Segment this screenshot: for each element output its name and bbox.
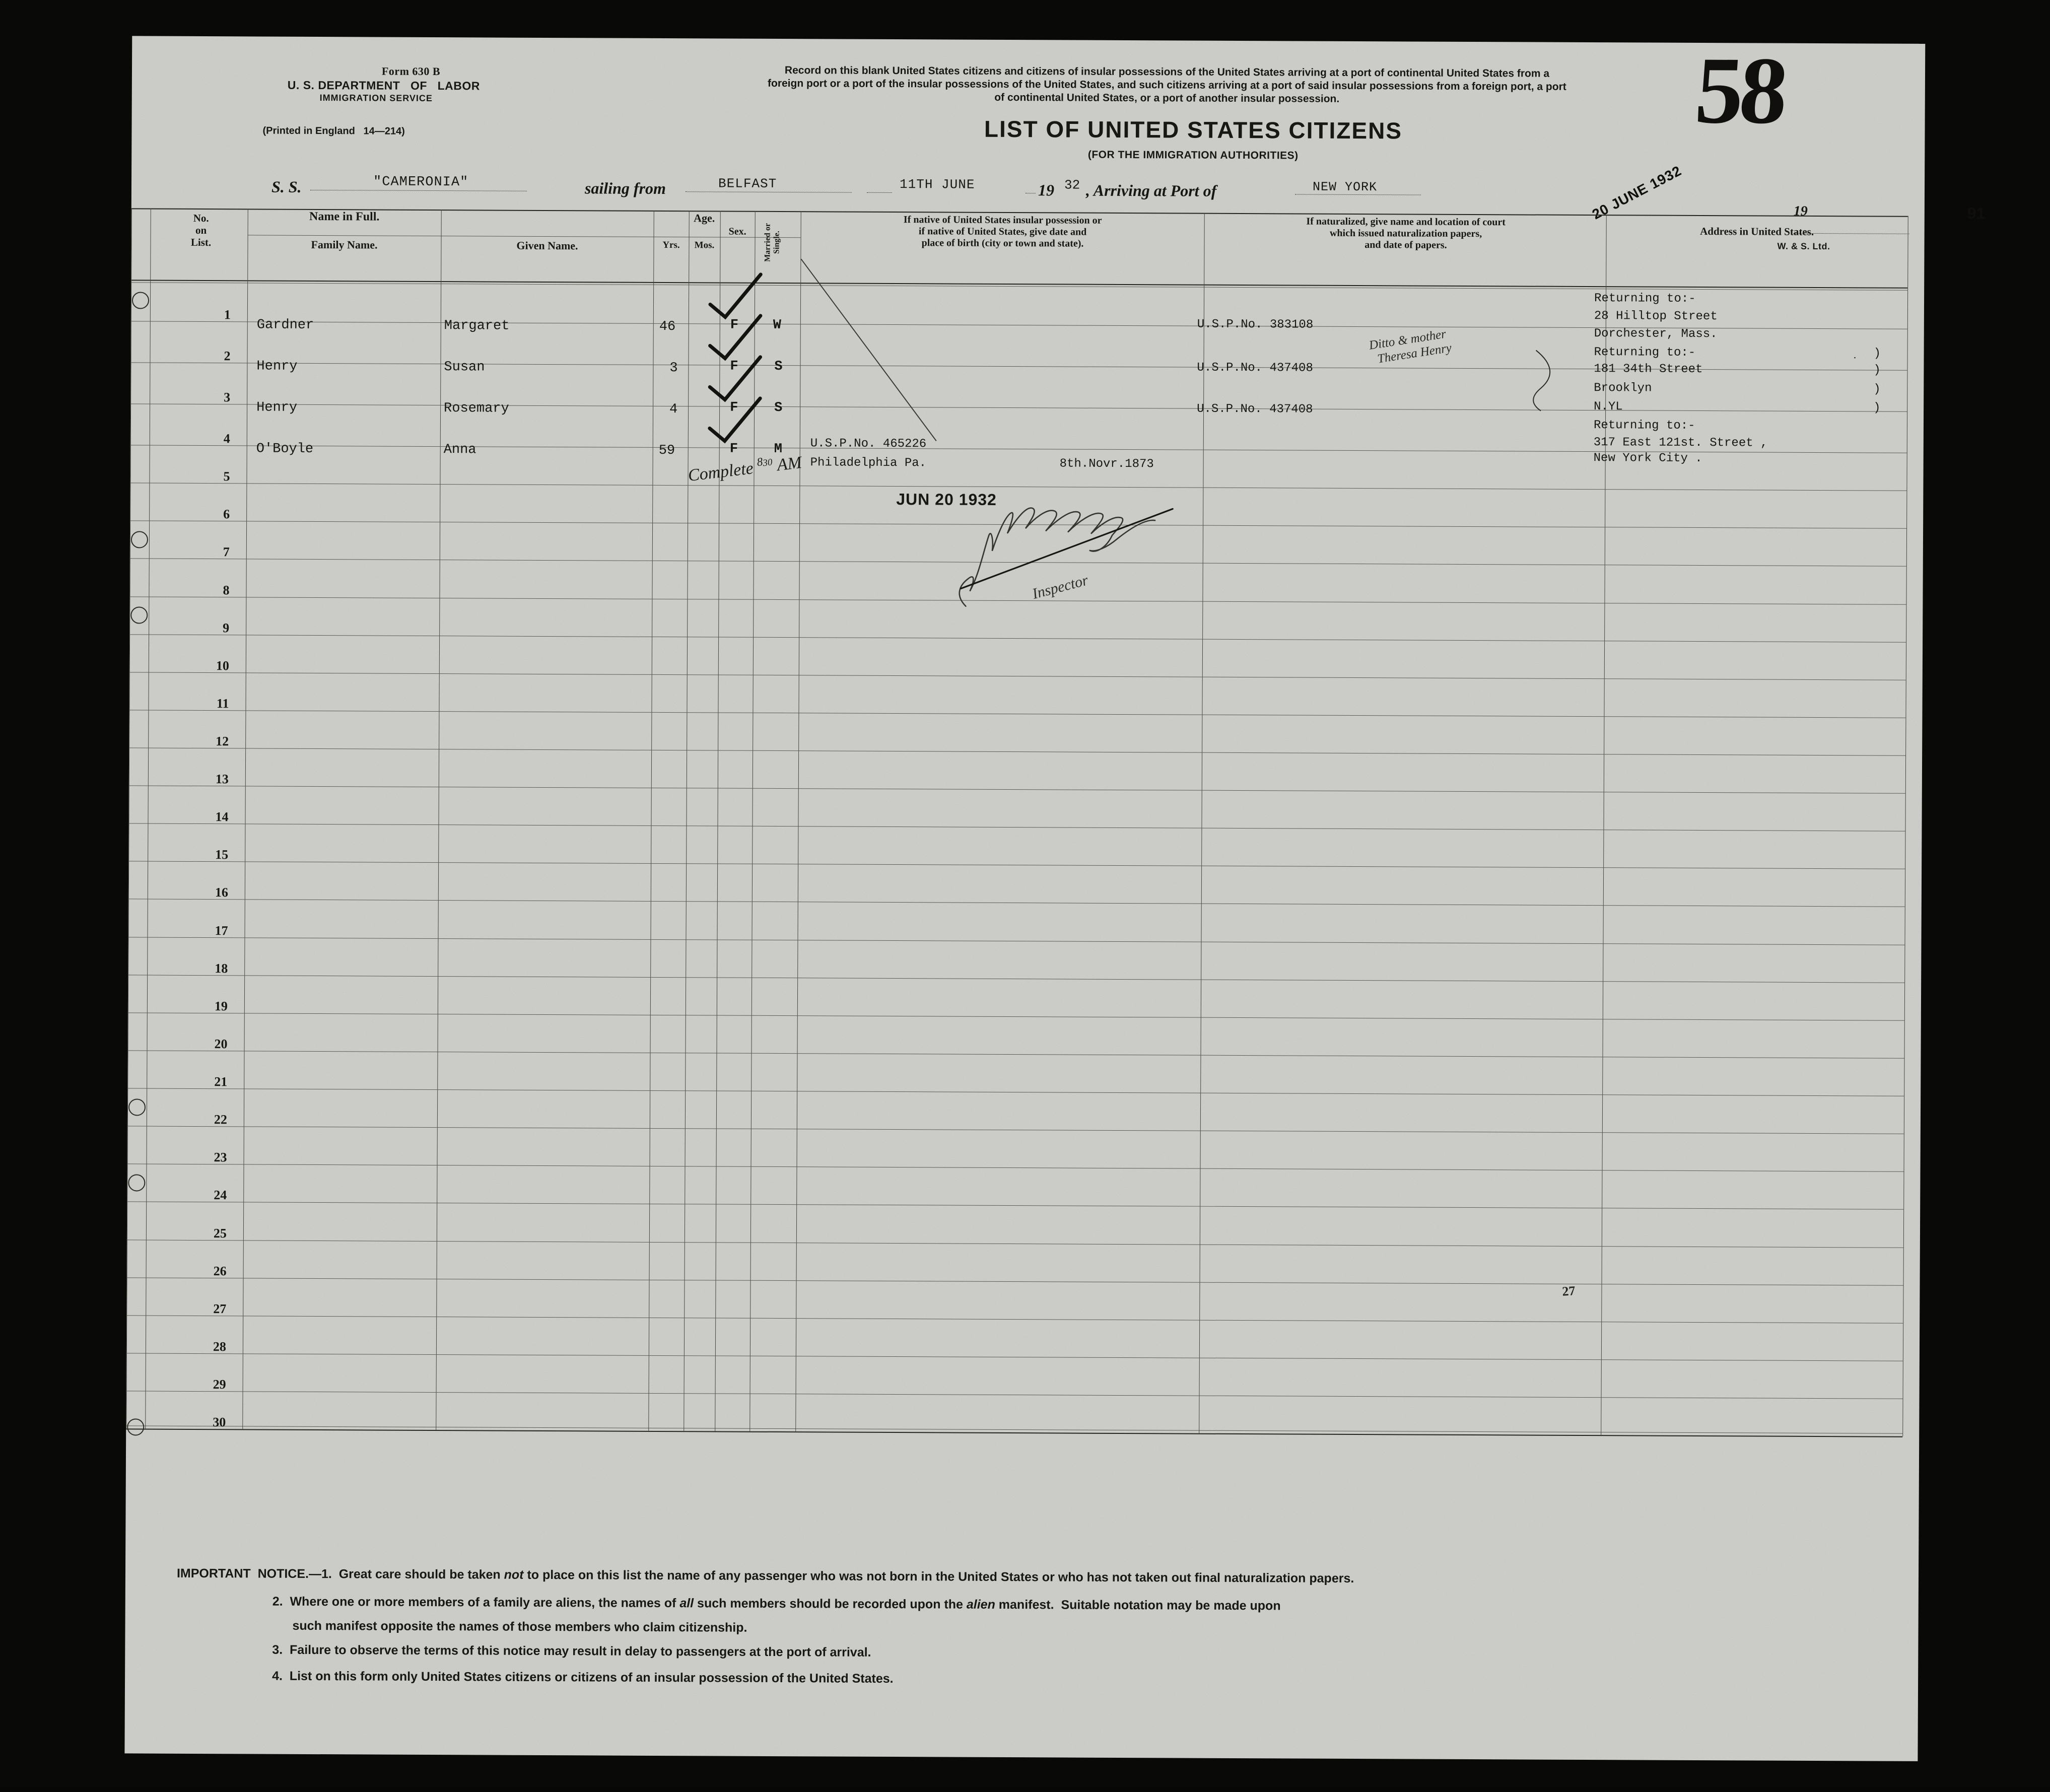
svg-text:Inspector: Inspector <box>1030 572 1090 602</box>
